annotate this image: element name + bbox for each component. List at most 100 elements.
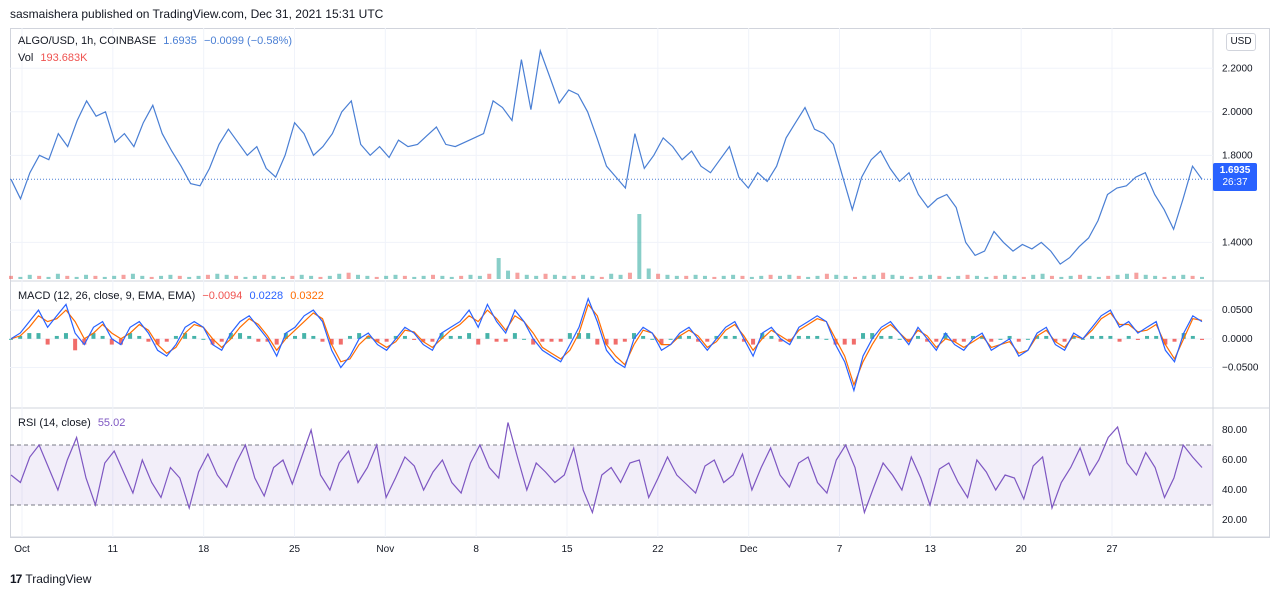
volume-bar: [1171, 275, 1176, 279]
volume-bar: [637, 214, 642, 279]
volume-bar: [1115, 274, 1120, 279]
macd-histogram-bar: [27, 333, 32, 339]
macd-histogram-bar: [467, 333, 472, 339]
macd-histogram-bar: [238, 333, 243, 339]
macd-histogram-bar: [265, 338, 270, 342]
volume-bar: [853, 276, 858, 279]
macd-histogram-bar: [1044, 335, 1049, 339]
macd-histogram-bar: [842, 338, 847, 345]
volume-bar: [684, 275, 689, 279]
volume-legend: Vol 193.683K: [18, 52, 91, 64]
macd-histogram-bar: [1062, 338, 1067, 342]
rsi-label[interactable]: RSI (14, close): [18, 417, 91, 429]
macd-histogram-bar: [503, 338, 508, 342]
macd-histogram-bar: [439, 333, 444, 339]
volume-bar: [759, 275, 764, 279]
macd-histogram-bar: [522, 338, 527, 340]
volume-bar: [205, 274, 210, 279]
price-value: 1.6935: [163, 35, 197, 47]
volume-bar: [562, 275, 567, 279]
macd-histogram-bar: [256, 338, 261, 342]
volume-bar: [965, 274, 970, 279]
volume-bar: [93, 275, 98, 279]
volume-bar: [412, 276, 417, 279]
macd-histogram-bar: [760, 333, 765, 339]
volume-bar: [9, 275, 13, 279]
macd-histogram-bar: [1035, 335, 1040, 339]
volume-bar: [27, 274, 32, 279]
volume-bar: [534, 275, 539, 279]
volume-bar: [121, 274, 126, 279]
volume-bar: [712, 276, 717, 279]
macd-label[interactable]: MACD (12, 26, close, 9, EMA, EMA): [18, 290, 196, 302]
volume-bar: [318, 276, 323, 279]
macd-histogram-bar: [494, 338, 499, 342]
macd-histogram-bar: [320, 338, 325, 342]
volume-bar: [1162, 276, 1167, 279]
volume-bar: [918, 275, 923, 279]
volume-bar: [506, 270, 511, 279]
macd-histogram-bar: [668, 338, 673, 340]
macd-histogram-bar: [686, 335, 691, 339]
volume-bar: [702, 275, 707, 279]
x-tick-label: 20: [1016, 544, 1028, 555]
volume-bar: [674, 275, 679, 279]
volume-bar: [271, 275, 276, 279]
macd-hist-value: −0.0094: [202, 290, 243, 302]
macd-histogram-bar: [274, 338, 279, 345]
volume-bar: [309, 275, 314, 279]
volume-bar: [402, 275, 407, 279]
volume-bar: [468, 274, 473, 279]
volume-bar: [731, 274, 736, 279]
volume-bar: [243, 276, 248, 279]
rsi-legend: RSI (14, close) 55.02: [18, 417, 129, 429]
macd-histogram-bar: [705, 338, 710, 342]
macd-histogram-bar: [558, 338, 563, 342]
macd-signal-line: [10, 303, 1203, 387]
macd-legend: MACD (12, 26, close, 9, EMA, EMA) −0.009…: [18, 290, 328, 302]
rsi-axis-tick: 20.00: [1222, 515, 1247, 526]
rsi-value: 55.02: [97, 417, 126, 429]
volume-bar: [384, 275, 389, 279]
volume-bar: [55, 273, 60, 279]
macd-histogram-bar: [659, 338, 664, 345]
volume-bar: [440, 275, 445, 279]
macd-histogram-bar: [228, 333, 233, 339]
macd-histogram-bar: [531, 338, 536, 345]
symbol-label[interactable]: ALGO/USD, 1h, COINBASE: [18, 35, 157, 47]
footer-branding[interactable]: 17 TradingView: [10, 572, 91, 586]
macd-histogram-bar: [1163, 338, 1168, 345]
x-tick-label: 8: [473, 544, 479, 555]
macd-histogram-bar: [201, 338, 206, 340]
price-axis-tick: 1.4000: [1222, 237, 1253, 248]
macd-histogram-bar: [1154, 335, 1159, 339]
macd-histogram-bar: [192, 335, 197, 339]
macd-histogram-bar: [448, 335, 453, 339]
volume-bar: [627, 272, 632, 279]
macd-histogram-bar: [1071, 335, 1076, 339]
macd-histogram-bar: [815, 335, 820, 339]
volume-bar: [515, 272, 520, 279]
x-tick-label: Nov: [376, 544, 394, 555]
macd-histogram-bar: [778, 338, 783, 342]
macd-histogram-bar: [173, 335, 178, 339]
volume-bar: [1059, 276, 1064, 279]
price-axis-tick: 2.2000: [1222, 63, 1253, 74]
macd-histogram-bar: [476, 338, 481, 345]
macd-histogram-bar: [54, 335, 59, 339]
macd-histogram-bar: [430, 338, 435, 342]
volume-bar: [806, 276, 811, 279]
macd-histogram-bar: [1181, 333, 1186, 339]
volume-bar: [327, 275, 332, 279]
macd-histogram-bar: [412, 338, 417, 340]
macd-histogram-bar: [1190, 335, 1195, 339]
x-tick-label: 27: [1106, 544, 1118, 555]
currency-button[interactable]: USD: [1226, 33, 1256, 51]
macd-histogram-bar: [1099, 335, 1104, 339]
volume-bar: [487, 273, 492, 279]
macd-histogram-bar: [73, 338, 78, 351]
macd-histogram-bar: [1053, 338, 1058, 342]
volume-bar: [618, 274, 623, 279]
volume-bar: [1134, 272, 1139, 279]
